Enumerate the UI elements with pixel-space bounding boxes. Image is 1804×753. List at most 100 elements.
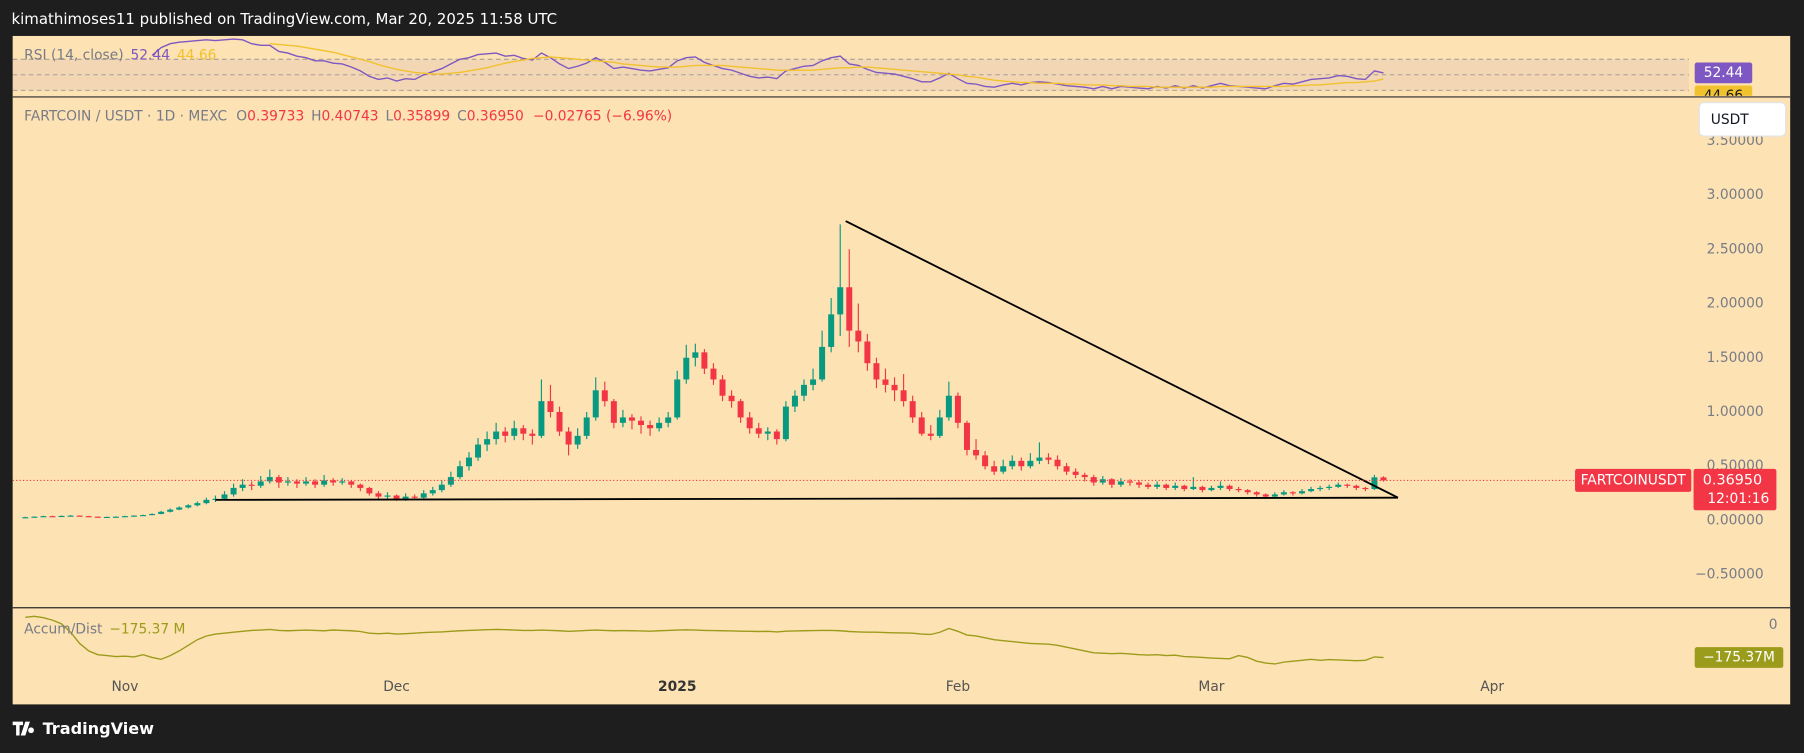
candle-body <box>1326 486 1333 488</box>
candle-body <box>22 517 29 519</box>
candle-body <box>1362 487 1369 490</box>
ad-legend-value: −175.37 M <box>109 622 185 638</box>
candle-body <box>701 352 708 369</box>
candle-body <box>121 516 128 518</box>
candle-body <box>31 516 38 518</box>
candle-body <box>475 444 482 458</box>
candle-body <box>674 379 681 418</box>
candle-body <box>438 484 445 491</box>
candle-body <box>284 481 291 483</box>
candle-body <box>112 516 119 518</box>
candle-body <box>1208 487 1215 491</box>
candle-body <box>402 496 409 499</box>
candle-body <box>130 515 137 517</box>
candle-body <box>1335 484 1342 487</box>
candle-body <box>1262 494 1269 497</box>
candle-body <box>203 499 210 504</box>
currency-button-box[interactable] <box>1698 102 1787 137</box>
candle-body <box>303 481 309 484</box>
candle-body <box>375 493 382 497</box>
candle-body <box>49 516 56 518</box>
candle-body <box>945 395 952 418</box>
candle-body <box>339 481 346 483</box>
time-axis: Nov Dec 2025 Feb Mar Apr <box>111 679 1504 695</box>
y-tick-label: 0.00000 <box>1707 512 1764 528</box>
candle-body <box>782 406 789 440</box>
ad-title: Accum/Dist <box>24 622 103 638</box>
candle-body <box>547 401 554 412</box>
candle-body <box>982 455 989 467</box>
candle-body <box>656 422 663 429</box>
candle-body <box>665 417 672 423</box>
candle-body <box>574 435 581 445</box>
candle-body <box>456 466 463 478</box>
x-tick-label: Dec <box>383 679 410 695</box>
candle-body <box>1190 486 1197 490</box>
candle-body <box>538 401 545 436</box>
candle-body <box>484 439 491 445</box>
candle-body <box>502 431 509 436</box>
candle-body <box>67 515 74 517</box>
candle-body <box>1353 485 1360 488</box>
legend-value: 0.35899 <box>393 108 450 124</box>
candle-body <box>94 516 101 518</box>
rsi-value-badge-label: 52.44 <box>1704 65 1744 81</box>
candle-body <box>619 417 626 423</box>
candle-body <box>638 420 645 426</box>
candle-body <box>167 509 174 512</box>
legend-value: 0.36950 <box>467 108 524 124</box>
rsi-value-badge <box>1694 85 1753 96</box>
candle-body <box>1136 482 1143 485</box>
legend-change: −0.02765 (−6.96%) <box>533 108 672 124</box>
candle-body <box>1045 457 1052 460</box>
candle-body <box>1009 460 1016 467</box>
candle-body <box>1117 481 1124 485</box>
candle-body <box>801 384 807 396</box>
candle-body <box>58 515 65 518</box>
rsi-legend: RSI (14, close) 52.44 44.66 <box>24 48 216 64</box>
legend-key: O <box>236 108 247 124</box>
candle-body <box>755 428 762 434</box>
candle-body <box>275 477 282 483</box>
candle-body <box>728 395 735 402</box>
symbol-label: FARTCOIN / USDT · 1D · MEXC <box>24 108 227 124</box>
currency-button[interactable]: USDT <box>1698 102 1787 137</box>
candle-body <box>384 495 391 497</box>
candle-body <box>1235 489 1242 491</box>
ad-value-badge-label: −175.37M <box>1703 650 1775 666</box>
x-tick-label: Apr <box>1480 679 1504 695</box>
symbol-badge <box>1575 468 1692 492</box>
candle-body <box>429 490 436 494</box>
indicator-line <box>25 615 1384 665</box>
ad-plot <box>25 615 1384 665</box>
ad-legend: Accum/Dist −175.37 M <box>24 622 185 638</box>
candle-body <box>692 352 699 358</box>
candle-body <box>1027 460 1034 467</box>
legend-key: L <box>385 108 393 124</box>
candle-body <box>882 379 889 385</box>
candle-body <box>864 341 871 364</box>
candle-body <box>1244 490 1251 493</box>
candle-body <box>791 395 798 407</box>
candle-body <box>991 466 998 472</box>
y-tick-label: 1.50000 <box>1707 350 1764 366</box>
candle-body <box>927 433 934 436</box>
candle-body <box>149 513 156 516</box>
candle-body <box>76 515 83 517</box>
candle-body <box>257 481 264 486</box>
candle-body <box>819 346 826 380</box>
candle-body <box>1280 492 1287 495</box>
candle-body <box>1063 466 1070 472</box>
candle-body <box>846 287 853 331</box>
candle-body <box>1154 484 1161 487</box>
candle-body <box>900 390 907 402</box>
currency-button-label[interactable]: USDT <box>1711 112 1749 128</box>
candle-body <box>393 495 400 499</box>
candle-body <box>1145 484 1152 487</box>
candle-body <box>194 503 201 506</box>
candle-body <box>918 417 925 434</box>
candle-body <box>1036 457 1043 461</box>
candle-body <box>40 516 47 518</box>
